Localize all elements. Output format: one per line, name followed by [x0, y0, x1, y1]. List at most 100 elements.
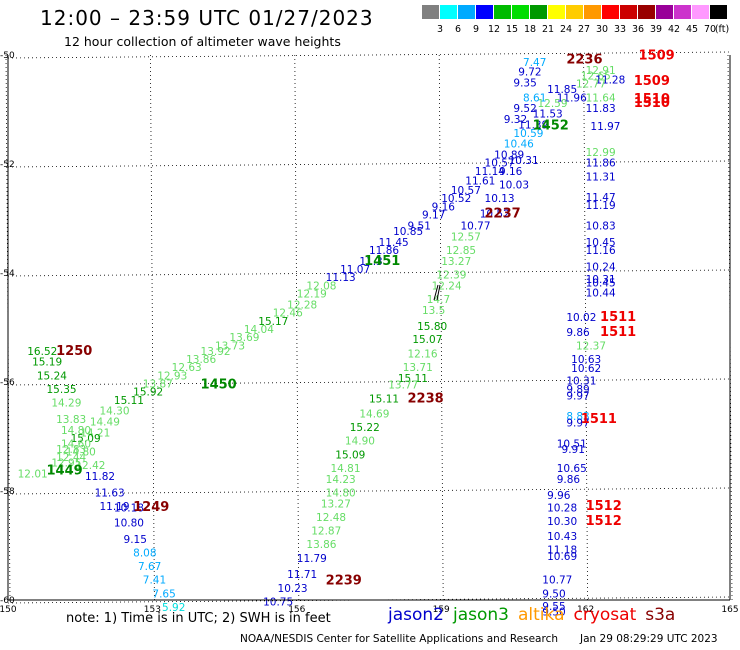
swh-value: 13.27 — [441, 256, 471, 268]
swh-value: 12.28 — [287, 299, 317, 311]
swh-value: 10.51 — [557, 438, 587, 450]
swh-value: 11.86 — [369, 245, 399, 257]
swh-value: 16.52 — [27, 346, 57, 358]
scale-label: 36 — [631, 24, 645, 35]
swh-value: 15.22 — [350, 422, 380, 434]
scale-label: 39 — [649, 24, 663, 35]
scale-swatch — [602, 5, 619, 19]
swh-value: 13.86 — [306, 539, 336, 551]
swh-value: 14.23 — [326, 474, 356, 486]
lat-tick-label: -58 — [0, 487, 15, 497]
swh-value: 10.80 — [114, 517, 144, 529]
swh-value: 11.71 — [287, 569, 317, 581]
swh-value: 8.83 — [566, 411, 589, 423]
swh-value: 11.13 — [326, 272, 356, 284]
swh-value: 12.42 — [75, 460, 105, 472]
swh-value: 10.77 — [542, 575, 572, 587]
swh-value: 10.89 — [494, 150, 524, 162]
swh-value: 7.41 — [143, 575, 166, 587]
swh-value: 12.59 — [537, 98, 567, 110]
pass-time: 1249 — [133, 500, 169, 515]
swh-value: 9.55 — [542, 601, 565, 613]
swh-value: 15.09 — [71, 433, 101, 445]
swh-value: 14.69 — [359, 408, 389, 420]
pass-time: 2236 — [566, 53, 602, 68]
swh-value: 10.13 — [485, 193, 515, 205]
pass-time: 1250 — [56, 344, 92, 359]
pass-time: 1511 — [581, 412, 617, 427]
scale-swatch — [584, 5, 601, 19]
legend-altika: altika — [518, 605, 565, 625]
scale-swatch — [674, 5, 691, 19]
swh-value: 10.62 — [571, 363, 601, 375]
pass-time: 1511 — [600, 325, 636, 340]
swh-value: 14.80 — [61, 425, 91, 437]
swh-value: 12.57 — [451, 231, 481, 243]
scale-swatch — [458, 5, 475, 19]
lon-tick-label: 165 — [721, 605, 738, 615]
swh-value: 7.65 — [152, 588, 175, 600]
swh-value: 12.16 — [408, 348, 438, 360]
scale-label: 12 — [487, 24, 501, 35]
swh-value: 12.19 — [297, 289, 327, 301]
scale-label: 24 — [559, 24, 573, 35]
scale-swatch — [422, 5, 439, 19]
lat-tick-label: -52 — [0, 160, 15, 170]
map-title: 12:00 – 23:59 UTC 01/27/2023 — [40, 6, 374, 30]
lat-tick-label: -54 — [0, 269, 15, 279]
swh-value: 10.45 — [586, 278, 616, 290]
swh-value: 11.18 — [547, 545, 577, 557]
swh-value: 10.31 — [509, 155, 539, 167]
meridian-line — [150, 54, 155, 601]
swh-value: 10.31 — [586, 274, 616, 286]
pass-time: 1452 — [533, 119, 569, 134]
swh-value: 12.93 — [157, 370, 187, 382]
footer-note: note: 1) Time is in UTC; 2) SWH is in fe… — [66, 611, 331, 626]
lon-tick-label: 156 — [288, 605, 305, 615]
swh-value: 9.17 — [422, 210, 445, 222]
swh-value: 11.16 — [586, 245, 616, 257]
swh-value: 9.15 — [124, 534, 147, 546]
parallel-line — [7, 269, 731, 277]
swh-value: 5.92 — [162, 602, 185, 614]
swh-value: 12.65 — [581, 71, 611, 83]
scale-swatch — [494, 5, 511, 19]
scale-label: 3 — [436, 24, 444, 35]
swh-value: 15.35 — [47, 384, 77, 396]
swh-value: 12.83 — [56, 444, 86, 456]
swh-value: 12.48 — [316, 512, 346, 524]
swh-value: 11.07 — [340, 264, 370, 276]
pass-time: 1450 — [201, 378, 237, 393]
meridian-line — [438, 54, 444, 601]
parallel-line — [7, 596, 731, 604]
swh-value: 15.07 — [412, 334, 442, 346]
swh-value: 9.91 — [562, 444, 585, 456]
swh-value: 11.86 — [586, 158, 616, 170]
swh-value: 9.50 — [542, 588, 565, 600]
map-subtitle: 12 hour collection of altimeter wave hei… — [64, 34, 341, 49]
wind-arrow-marker — [433, 284, 441, 301]
swh-value: 10.28 — [547, 503, 577, 515]
swh-value: 13.86 — [186, 354, 216, 366]
lon-tick-label: 159 — [433, 605, 450, 615]
scale-label: 45 — [685, 24, 699, 35]
swh-value: 13.5 — [422, 305, 445, 317]
scale-label: 42 — [667, 24, 681, 35]
swh-value: 11.14 — [475, 166, 505, 178]
swh-value: 7.47 — [523, 57, 546, 69]
pass-time: 2237 — [485, 206, 521, 221]
swh-value: 10.43 — [547, 531, 577, 543]
swh-value: 14.49 — [90, 417, 120, 429]
lon-tick-label: 162 — [577, 605, 594, 615]
scale-label: 33 — [613, 24, 627, 35]
pass-time: 1511 — [600, 310, 636, 325]
swh-value: 13.71 — [403, 362, 433, 374]
swh-value: 12.91 — [586, 65, 616, 77]
swh-value: 12.01 — [18, 468, 48, 480]
swh-value: 10.03 — [499, 180, 529, 192]
scale-unit: (ft) — [714, 24, 730, 35]
swh-value: 15.17 — [258, 316, 288, 328]
swh-value: 8.61 — [523, 92, 546, 104]
swh-value: 9.51 — [408, 220, 431, 232]
